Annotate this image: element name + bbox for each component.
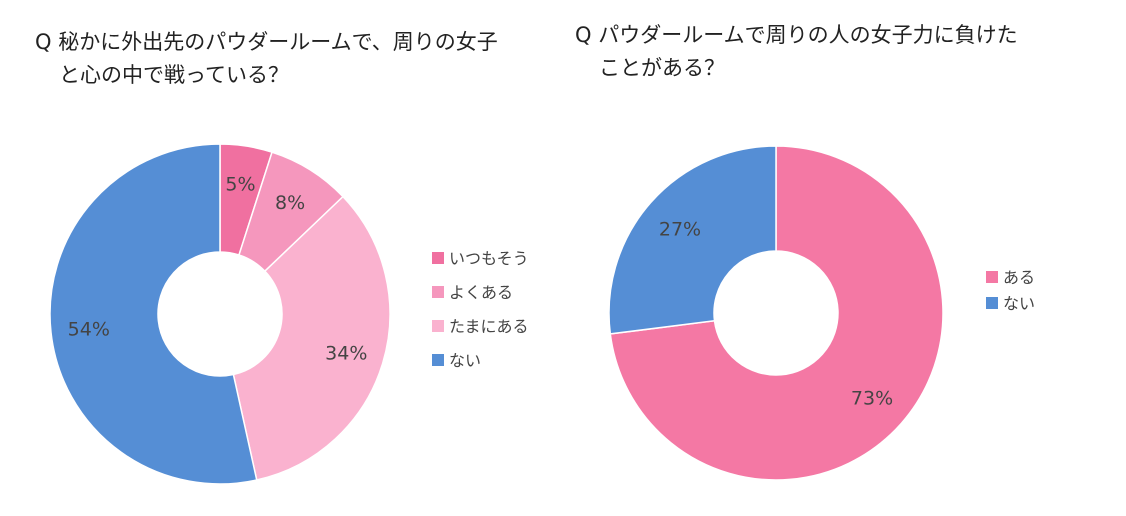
chart-1-data-label-2: 8%	[275, 192, 305, 214]
chart-1-legend-swatch-1	[432, 252, 444, 264]
chart-1-legend-swatch-4	[432, 354, 444, 366]
chart-1-legend-label-2: よくある	[449, 283, 513, 302]
chart-1-data-label-3: 34%	[325, 342, 367, 364]
chart-1-data-labels: 5% 8% 34% 54%	[68, 174, 368, 365]
chart-2-data-label-1: 73%	[851, 388, 893, 410]
chart-2: Q パウダールームで周りの人の女子力に負けた ことがある？ 73% 27% あるな…	[575, 23, 1035, 481]
chart-2-data-label-2: 27%	[659, 218, 701, 240]
chart-2-slice-2	[608, 145, 777, 335]
chart-1-legend-swatch-2	[432, 286, 444, 298]
chart-1-legend-label-4: ない	[449, 351, 481, 370]
chart-1-legend-label-3: たまにある	[449, 317, 529, 336]
chart-1-title-line-1: Q 秘かに外出先のパウダールームで、周りの女子	[35, 30, 498, 54]
chart-2-legend-swatch-2	[986, 297, 998, 309]
chart-1-legend-label-1: いつもそう	[449, 249, 529, 268]
chart-1-data-label-4: 54%	[68, 318, 110, 340]
chart-2-legend-label-1: ある	[1003, 268, 1035, 287]
chart-1-legend-swatch-3	[432, 320, 444, 332]
chart-2-data-labels: 73% 27%	[659, 218, 893, 409]
chart-1-slice-3	[232, 195, 391, 481]
chart-1-slices	[49, 143, 391, 485]
chart-1: Q 秘かに外出先のパウダールームで、周りの女子 と心の中で戦っている？ 5% 8%…	[35, 30, 529, 485]
chart-1-slice-4	[49, 143, 258, 485]
chart-1-title-line-2: と心の中で戦っている？	[59, 63, 289, 87]
chart-2-legend-swatch-1	[986, 271, 998, 283]
chart-2-slices	[608, 145, 944, 481]
chart-2-title-line-2: ことがある？	[599, 56, 725, 80]
chart-2-title-line-1: Q パウダールームで周りの人の女子力に負けた	[575, 23, 1018, 47]
chart-2-legend-label-2: ない	[1003, 294, 1035, 313]
chart-1-data-label-1: 5%	[225, 174, 255, 196]
chart-2-slice-1	[609, 145, 944, 481]
